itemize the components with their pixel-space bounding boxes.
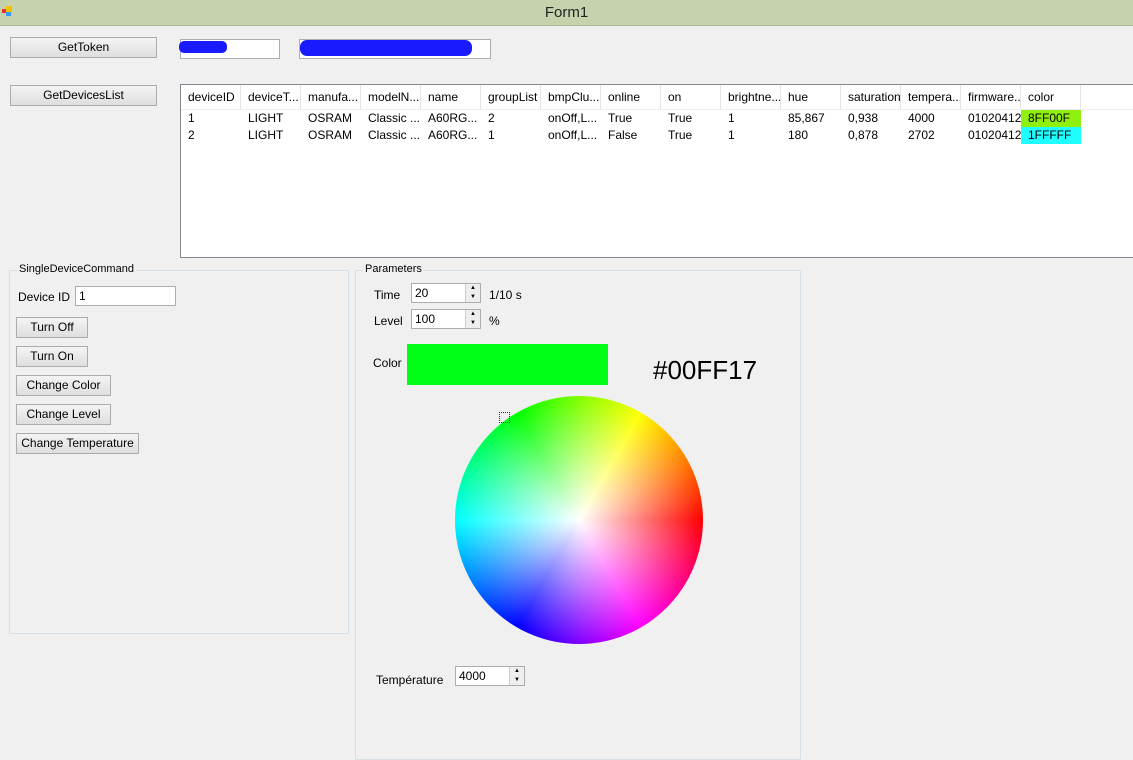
turn-off-button[interactable]: Turn Off (16, 317, 88, 338)
table-cell[interactable]: 01020412 (968, 111, 1021, 125)
column-header[interactable]: saturation (841, 85, 901, 109)
table-cell[interactable]: 0,938 (848, 111, 879, 125)
temperature-value: 4000 (459, 669, 486, 683)
level-spinner[interactable]: 100 ▲ ▼ (411, 309, 481, 329)
get-devices-list-button[interactable]: GetDevicesList (10, 85, 157, 106)
table-cell[interactable]: True (668, 128, 693, 142)
group-title: SingleDeviceCommand (17, 263, 136, 275)
table-cell[interactable]: 1 (488, 128, 495, 142)
level-value: 100 (415, 312, 436, 326)
change-level-button[interactable]: Change Level (16, 404, 111, 425)
change-color-button[interactable]: Change Color (16, 375, 111, 396)
table-cell[interactable]: 2 (488, 111, 495, 125)
turn-on-button[interactable]: Turn On (16, 346, 88, 367)
color-swatch (407, 344, 608, 385)
window-title: Form1 (544, 4, 589, 21)
table-cell[interactable]: A60RG... (428, 111, 478, 125)
group-title: Parameters (363, 263, 424, 275)
level-unit: % (489, 314, 500, 328)
table-cell[interactable]: 01020412 (968, 128, 1021, 142)
column-header[interactable]: name (421, 85, 481, 109)
column-header[interactable]: deviceT... (241, 85, 301, 109)
column-header[interactable]: online (601, 85, 661, 109)
redaction-scribble (179, 41, 227, 53)
column-header[interactable]: deviceID (181, 85, 241, 109)
devices-grid[interactable]: deviceID deviceT... manufa... modelN... name… (180, 84, 1133, 258)
table-cell[interactable]: 2 (188, 128, 195, 142)
table-cell[interactable]: Classic ... (368, 128, 421, 142)
token-field-1[interactable] (179, 39, 280, 59)
table-cell[interactable]: 85,867 (788, 111, 825, 125)
spin-arrows-icon[interactable]: ▲ ▼ (465, 310, 480, 328)
time-unit: 1/10 s (489, 288, 522, 302)
table-cell[interactable]: 1 (728, 111, 735, 125)
temperature-spinner[interactable]: 4000 ▲ ▼ (455, 666, 525, 686)
column-header[interactable]: bmpClu... (541, 85, 601, 109)
table-cell[interactable]: onOff,L... (548, 128, 598, 142)
color-hex-label: #00FF17 (653, 355, 758, 385)
table-row[interactable]: 1 LIGHT OSRAM Classic ... A60RG... 2 onOff,L..… (181, 110, 1133, 127)
table-cell[interactable]: 0,878 (848, 128, 879, 142)
table-cell[interactable]: 2702 (908, 128, 935, 142)
table-cell[interactable]: onOff,L... (548, 111, 598, 125)
column-header[interactable]: hue (781, 85, 841, 109)
level-label: Level (374, 314, 403, 328)
table-cell[interactable]: LIGHT (248, 111, 284, 125)
table-cell[interactable]: OSRAM (308, 128, 353, 142)
table-cell[interactable]: 8FF00F (1021, 110, 1081, 127)
table-cell[interactable]: Classic ... (368, 111, 421, 125)
table-cell[interactable]: False (608, 128, 638, 142)
spin-arrows-icon[interactable]: ▲ ▼ (465, 284, 480, 302)
table-cell[interactable]: A60RG... (428, 128, 478, 142)
time-spinner[interactable]: 20 ▲ ▼ (411, 283, 481, 303)
table-cell[interactable]: 4000 (908, 111, 935, 125)
table-cell[interactable]: 1FFFFF (1021, 127, 1081, 144)
table-cell[interactable]: 1 (728, 128, 735, 142)
column-header[interactable]: modelN... (361, 85, 421, 109)
color-wheel[interactable] (455, 396, 703, 644)
column-header[interactable]: brightne... (721, 85, 781, 109)
title-bar: Form1 (0, 0, 1133, 26)
grid-header[interactable]: deviceID deviceT... manufa... modelN... name… (181, 85, 1133, 110)
time-label: Time (374, 288, 401, 302)
column-header[interactable]: color (1021, 85, 1081, 109)
column-header[interactable]: manufa... (301, 85, 361, 109)
column-header[interactable]: on (661, 85, 721, 109)
table-row[interactable]: 2 LIGHT OSRAM Classic ... A60RG... 1 onOff,L..… (181, 127, 1133, 144)
parameters-group: Parameters Time 20 ▲ ▼ 1/10 s Level 100 ▲ ▼ … (355, 263, 801, 760)
change-temperature-button[interactable]: Change Temperature (16, 433, 139, 454)
single-device-command-group: SingleDeviceCommand Device ID 1 Turn Off… (9, 263, 349, 634)
column-header[interactable]: tempera... (901, 85, 961, 109)
temperature-label: Température (376, 673, 444, 687)
time-value: 20 (415, 286, 429, 300)
table-cell[interactable]: 180 (788, 128, 809, 142)
table-cell[interactable]: True (668, 111, 693, 125)
app-icon (2, 6, 12, 16)
table-cell[interactable]: LIGHT (248, 128, 284, 142)
table-cell[interactable]: True (608, 111, 633, 125)
column-header[interactable]: groupList (481, 85, 541, 109)
column-header[interactable]: firmware... (961, 85, 1021, 109)
color-label: Color (373, 356, 402, 370)
redaction-scribble (300, 40, 472, 56)
get-token-button[interactable]: GetToken (10, 37, 157, 58)
spin-arrows-icon[interactable]: ▲ ▼ (509, 667, 524, 685)
table-cell[interactable]: 1 (188, 111, 195, 125)
color-picker-handle[interactable] (499, 412, 510, 423)
table-cell[interactable]: OSRAM (308, 111, 353, 125)
token-field-2[interactable] (299, 39, 491, 59)
device-id-input[interactable]: 1 (75, 286, 176, 306)
device-id-label: Device ID (18, 290, 71, 304)
